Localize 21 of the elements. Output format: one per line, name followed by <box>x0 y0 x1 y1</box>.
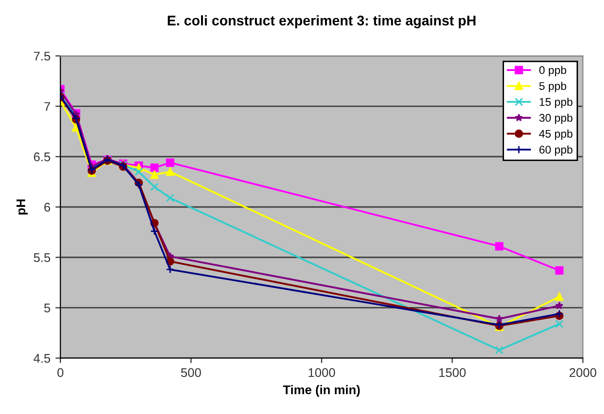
y-tick-label: 5.5 <box>34 253 50 262</box>
legend-label: 5 ppb <box>539 82 566 92</box>
x-tick-label: 500 <box>181 368 201 378</box>
legend-label: 60 ppb <box>539 145 572 156</box>
y-tick-label: 6 <box>44 202 50 212</box>
x-tick-label: 1500 <box>439 368 466 378</box>
x-tick-label: 1000 <box>308 368 336 378</box>
x-tick-label: 2000 <box>570 368 596 378</box>
y-tick-label: 7 <box>44 102 50 111</box>
x-tick-label: 0 <box>57 368 64 378</box>
y-tick-label: 5 <box>44 304 50 312</box>
chart-title: E. coli construct experiment 3: time against pH <box>168 15 476 28</box>
legend-label: 0 ppb <box>539 66 566 76</box>
y-axis-title: pH <box>16 200 28 215</box>
x-axis-title: Time (in min) <box>282 385 360 397</box>
legend-label: 30 ppb <box>539 114 572 124</box>
legend-label: 15 ppb <box>540 98 572 108</box>
legend-label: 45 ppb <box>539 130 572 140</box>
y-tick-label: 7.5 <box>34 52 50 61</box>
y-tick-label: 6.5 <box>34 152 50 162</box>
y-tick-label: 4.5 <box>34 354 50 363</box>
